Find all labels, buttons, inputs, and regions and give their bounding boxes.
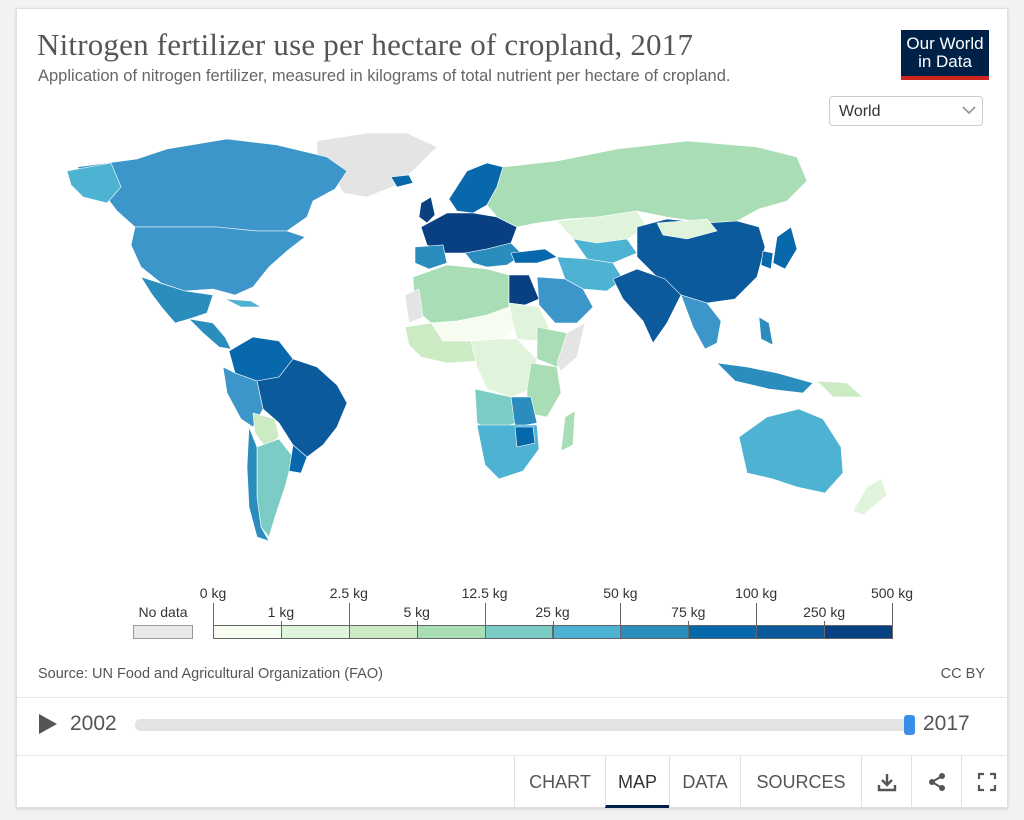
world-map xyxy=(17,127,1009,557)
country-mongolia[interactable] xyxy=(656,218,718,240)
country-somalia[interactable] xyxy=(556,322,586,372)
legend-bin[interactable] xyxy=(348,625,418,639)
country-brazil[interactable] xyxy=(256,358,348,458)
legend-tick xyxy=(484,603,486,625)
tab-chart[interactable]: CHART xyxy=(514,756,605,808)
country-se-asia[interactable] xyxy=(680,294,722,350)
legend-label-bottom: 1 kg xyxy=(267,604,295,620)
owid-logo[interactable]: Our World in Data xyxy=(901,30,989,80)
legend-no-data-label: No data xyxy=(138,604,188,620)
country-korea[interactable] xyxy=(760,250,774,270)
logo-line-2: in Data xyxy=(918,52,972,71)
tab-sources[interactable]: SOURCES xyxy=(740,756,861,808)
legend-label-bottom: 5 kg xyxy=(403,604,430,620)
chart-card: Nitrogen fertilizer use per hectare of c… xyxy=(16,8,1009,809)
legend-label-top: 0 kg xyxy=(199,585,227,601)
fullscreen-button[interactable] xyxy=(961,756,1009,808)
country-zimbabwe[interactable] xyxy=(514,426,536,448)
country-new-zealand[interactable] xyxy=(852,478,888,516)
legend-tick xyxy=(280,621,282,625)
country-saudi-arabia[interactable] xyxy=(536,276,594,324)
legend-bin[interactable] xyxy=(688,625,758,639)
country-india[interactable] xyxy=(612,268,682,344)
timeline-end-year[interactable]: 2017 xyxy=(923,712,970,735)
legend-no-data-swatch[interactable] xyxy=(133,625,193,639)
play-button[interactable] xyxy=(39,714,57,734)
country-indonesia[interactable] xyxy=(716,362,814,394)
country-australia[interactable] xyxy=(738,408,844,494)
region-select[interactable]: World xyxy=(829,96,983,126)
timeline-start-year[interactable]: 2002 xyxy=(70,712,117,735)
map-legend: No data 0 kg 2.5 kg 12.5 kg 50 kg 100 kg 500 … xyxy=(17,581,1009,651)
source-note: Source: UN Food and Agricultural Organiz… xyxy=(38,666,383,682)
timeline-slider[interactable] xyxy=(135,715,915,735)
country-usa-alaska[interactable] xyxy=(66,162,122,204)
country-west-sahara[interactable] xyxy=(404,288,424,324)
legend-bin[interactable] xyxy=(824,625,893,639)
timeline: 2002 2017 xyxy=(17,697,1009,756)
country-papua[interactable] xyxy=(816,380,864,398)
country-spain[interactable] xyxy=(414,244,448,270)
legend-bin[interactable] xyxy=(484,625,554,639)
legend-tick xyxy=(688,621,690,625)
country-cuba[interactable] xyxy=(224,298,263,308)
legend-bin[interactable] xyxy=(416,625,486,639)
country-russia[interactable] xyxy=(486,140,808,228)
download-icon xyxy=(877,774,897,792)
country-uruguay[interactable] xyxy=(288,444,308,474)
tab-map[interactable]: MAP xyxy=(605,756,669,808)
country-zambia[interactable] xyxy=(510,396,538,428)
legend-label-top: 100 kg xyxy=(735,585,778,601)
legend-bin[interactable] xyxy=(756,625,826,639)
legend-label-bottom: 75 kg xyxy=(671,604,706,620)
country-canada[interactable] xyxy=(76,138,348,232)
chart-subtitle: Application of nitrogen fertilizer, meas… xyxy=(38,67,731,85)
share-icon xyxy=(929,773,945,791)
legend-bin[interactable] xyxy=(280,625,350,639)
tab-data[interactable]: DATA xyxy=(669,756,740,808)
legend-tick xyxy=(756,603,758,625)
country-iceland[interactable] xyxy=(390,174,414,188)
legend-tick xyxy=(824,621,826,625)
timeline-fill xyxy=(135,719,909,731)
country-central-america[interactable] xyxy=(188,318,232,350)
timeline-handle[interactable] xyxy=(904,715,915,735)
country-usa[interactable] xyxy=(130,226,306,296)
legend-tick xyxy=(348,603,350,625)
legend-bin[interactable] xyxy=(620,625,690,639)
country-madagascar[interactable] xyxy=(560,410,576,452)
country-chile[interactable] xyxy=(246,426,270,542)
country-east-africa[interactable] xyxy=(526,362,562,418)
country-egypt[interactable] xyxy=(508,274,540,306)
legend-label-bottom: 25 kg xyxy=(535,604,570,620)
chart-title: Nitrogen fertilizer use per hectare of c… xyxy=(37,27,694,62)
logo-line-1: Our World xyxy=(906,34,984,53)
legend-tick xyxy=(213,603,214,625)
fullscreen-icon xyxy=(977,772,997,792)
chevron-down-icon xyxy=(962,106,976,115)
legend-tick xyxy=(552,621,554,625)
country-turkey[interactable] xyxy=(510,248,558,264)
world-map-svg xyxy=(66,132,888,542)
legend-label-top: 50 kg xyxy=(603,585,638,601)
legend-tick xyxy=(620,603,622,625)
legend-label-top: 2.5 kg xyxy=(329,585,368,601)
legend-bin[interactable] xyxy=(213,625,282,639)
bottom-tabs: CHART MAP DATA SOURCES xyxy=(17,755,1009,809)
legend-bin[interactable] xyxy=(552,625,622,639)
country-uk[interactable] xyxy=(418,196,436,224)
country-japan[interactable] xyxy=(772,226,798,270)
legend-tick xyxy=(892,603,893,625)
legend-label-bottom: 250 kg xyxy=(803,604,846,620)
country-argentina[interactable] xyxy=(256,438,294,538)
legend-label-top: 500 kg xyxy=(870,585,914,601)
region-select-value: World xyxy=(839,103,881,120)
legend-label-top: 12.5 kg xyxy=(461,585,508,601)
country-philippines[interactable] xyxy=(758,316,774,346)
legend-tick xyxy=(416,621,418,625)
share-button[interactable] xyxy=(911,756,961,808)
download-button[interactable] xyxy=(861,756,911,808)
license-link[interactable]: CC BY xyxy=(940,666,985,682)
